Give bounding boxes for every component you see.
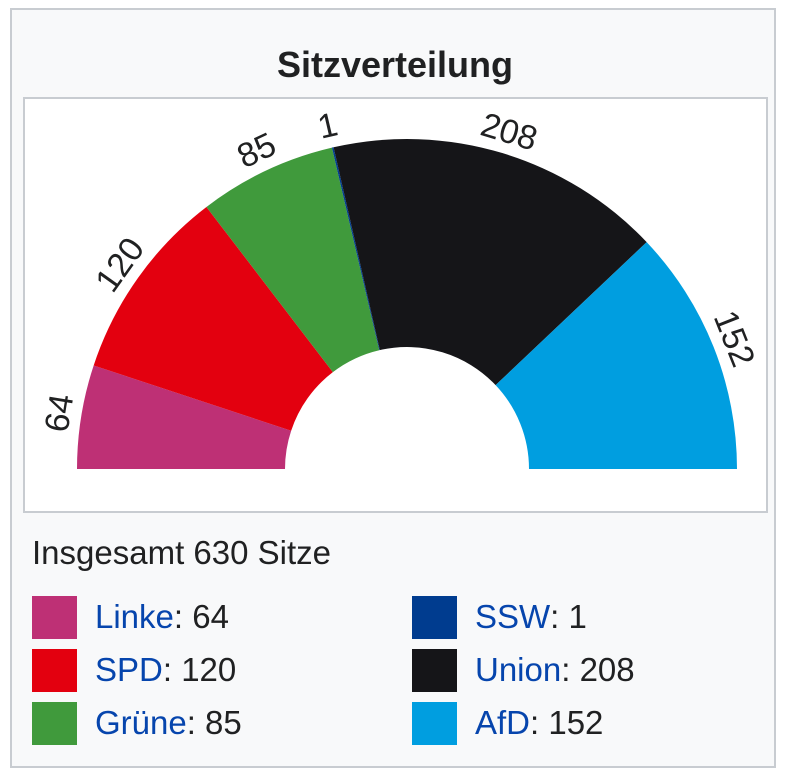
- legend-value: : 85: [186, 704, 242, 741]
- legend-swatch: [32, 701, 77, 745]
- legend-swatch: [412, 701, 457, 745]
- slice-ssw: [331, 147, 380, 351]
- legend-link-gruene[interactable]: Grüne: [95, 704, 187, 741]
- legend-link-linke[interactable]: Linke: [95, 598, 174, 635]
- slice-afd: [495, 242, 737, 469]
- legend-value: : 1: [550, 598, 587, 635]
- infobox: Sitzverteilung 64 120 85 1 208 152 Insgesamt …: [10, 8, 776, 768]
- legend-item-union: Union: 208: [412, 648, 635, 692]
- legend-value: : 120: [162, 651, 237, 688]
- slice-spd: [93, 206, 333, 431]
- legend-link-spd[interactable]: SPD: [95, 651, 163, 688]
- data-label-ssw: 1: [314, 105, 341, 146]
- slice-grüne: [206, 147, 380, 373]
- legend-swatch: [32, 648, 77, 692]
- legend-item-afd: AfD: 152: [412, 701, 603, 745]
- legend-item-spd: SPD: 120: [32, 648, 236, 692]
- chart-plot-area: 64 120 85 1 208 152: [23, 97, 768, 513]
- data-label-linke: 64: [38, 391, 82, 434]
- slice-linke: [77, 365, 292, 469]
- slice-union: [333, 139, 647, 386]
- legend-swatch: [412, 595, 457, 639]
- legend-item-linke: Linke: 64: [32, 595, 229, 639]
- legend-link-afd[interactable]: AfD: [475, 704, 531, 741]
- total-seats: Insgesamt 630 Sitze: [32, 534, 331, 571]
- legend-swatch: [412, 648, 457, 692]
- chart-title: Sitzverteilung: [276, 44, 514, 85]
- legend-item-ssw: SSW: 1: [412, 595, 587, 639]
- legend-item-gruene: Grüne: 85: [32, 701, 242, 745]
- legend-value: : 208: [561, 651, 635, 688]
- legend-link-ssw[interactable]: SSW: [475, 598, 551, 635]
- legend-link-union[interactable]: Union: [475, 651, 562, 688]
- legend-swatch: [32, 595, 77, 639]
- legend-value: : 152: [530, 704, 604, 741]
- legend-value: : 64: [173, 598, 229, 635]
